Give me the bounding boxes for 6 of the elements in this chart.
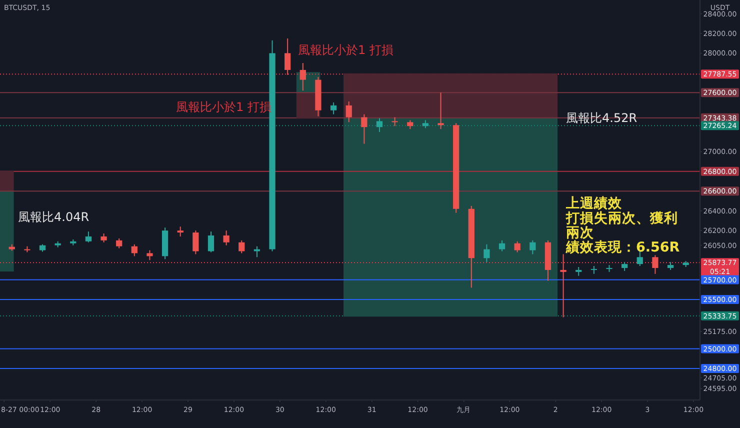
annotation: 上週績效 bbox=[565, 196, 623, 212]
annotation: 打損失兩次、獲利兩次 bbox=[565, 210, 678, 241]
annotation: 風報比4.52R bbox=[566, 111, 638, 126]
annotation: 風報比小於1 打損 bbox=[298, 43, 394, 58]
annotation: 風報比4.04R bbox=[18, 210, 90, 224]
annotation: 績效表現：6.56R bbox=[565, 239, 680, 256]
